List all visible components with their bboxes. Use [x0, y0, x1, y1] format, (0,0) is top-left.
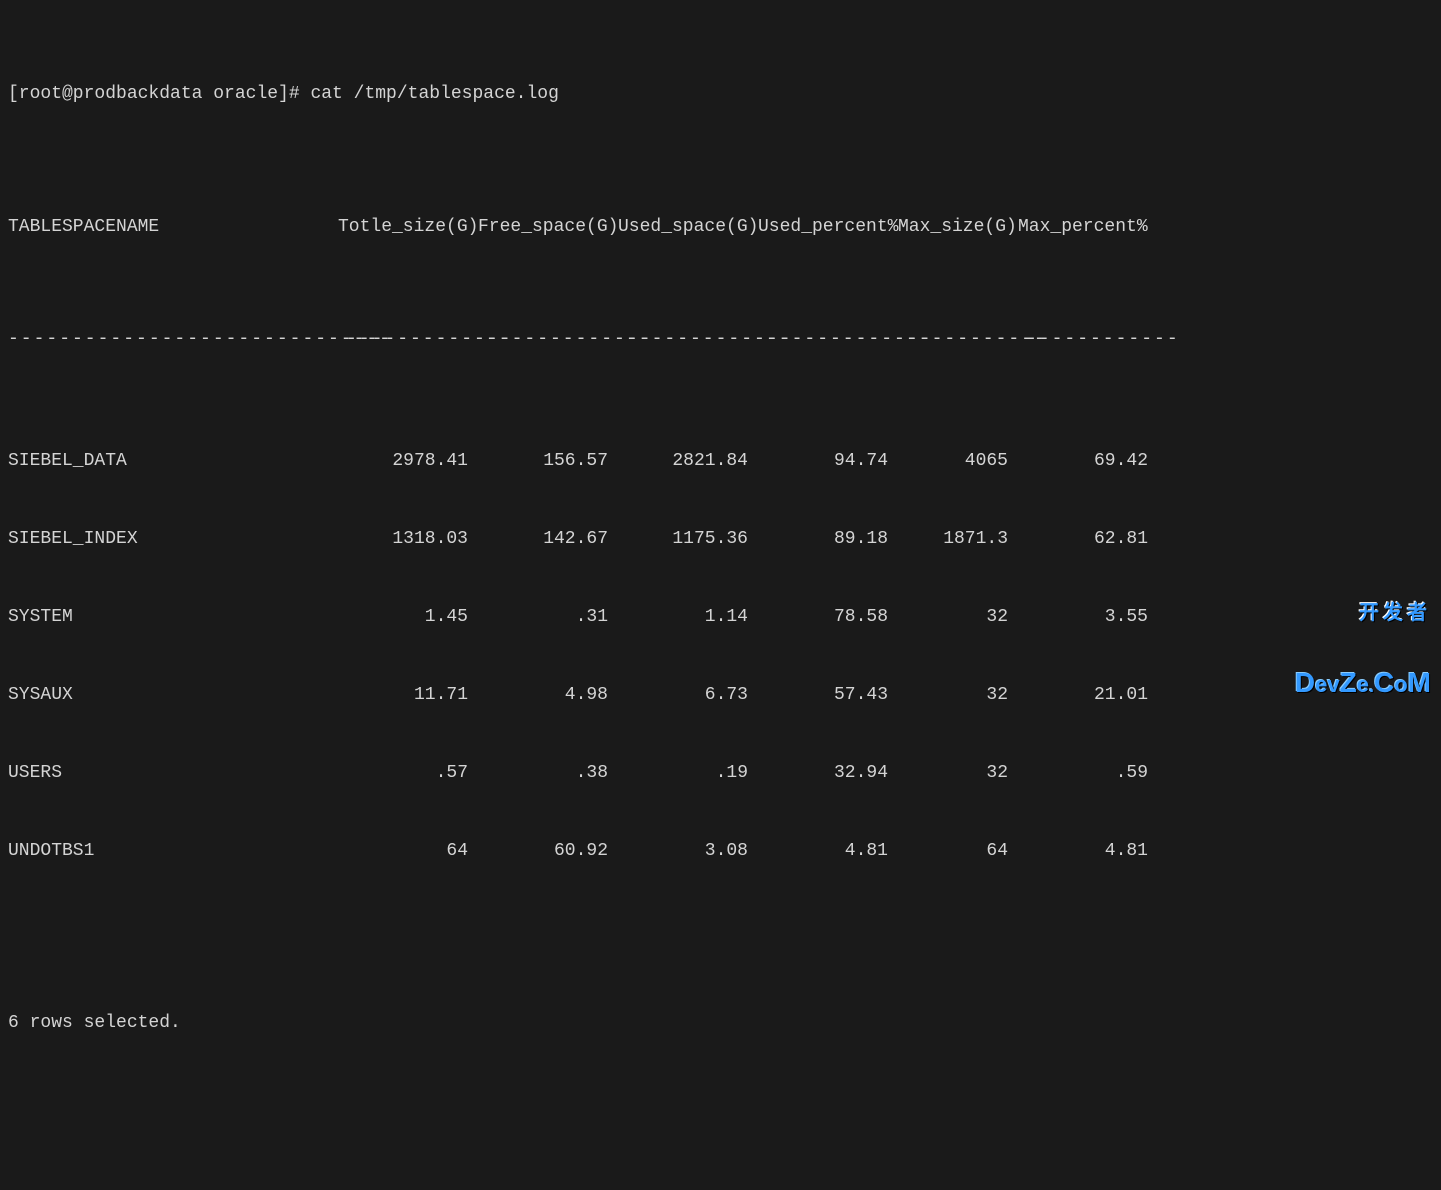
cell-name: SIEBEL_DATA — [8, 452, 338, 470]
cell-free: .38 — [478, 764, 618, 782]
column-header-max: Max_size(G) — [898, 218, 1018, 236]
table-footer: 6 rows selected. — [8, 1014, 1433, 1032]
cell-usedpct: 4.81 — [758, 842, 898, 860]
table-header-row: TABLESPACENAME Totle_size(G) Free_space(… — [8, 218, 1433, 236]
table-row: SYSTEM1.45.311.1478.58323.55 — [8, 608, 1433, 626]
cell-totle: 1318.03 — [338, 530, 478, 548]
column-header-name: TABLESPACENAME — [8, 218, 338, 236]
cell-max: 32 — [898, 686, 1018, 704]
cell-name: UNDOTBS1 — [8, 842, 338, 860]
column-header-free: Free_space(G) — [478, 218, 618, 236]
cell-max: 32 — [898, 608, 1018, 626]
cell-usedpct: 32.94 — [758, 764, 898, 782]
separator: ----------- — [898, 330, 1018, 348]
table-row: UNDOTBS16460.923.084.81644.81 — [8, 842, 1433, 860]
cell-used: 2821.84 — [618, 452, 758, 470]
table-separator-row: ------------------------------ ---------… — [8, 330, 1433, 348]
cell-maxpct: 4.81 — [1018, 842, 1158, 860]
terminal-prompt: [root@prodbackdata oracle]# cat /tmp/tab… — [8, 84, 1433, 104]
table-row: USERS.57.38.1932.9432.59 — [8, 764, 1433, 782]
cell-used: 1175.36 — [618, 530, 758, 548]
column-header-maxpct: Max_percent% — [1018, 218, 1158, 236]
separator: ------------------------------ — [8, 330, 338, 348]
table-row: SIEBEL_DATA2978.41156.572821.8494.744065… — [8, 452, 1433, 470]
cell-free: .31 — [478, 608, 618, 626]
cell-max: 64 — [898, 842, 1018, 860]
cell-totle: .57 — [338, 764, 478, 782]
cell-totle: 1.45 — [338, 608, 478, 626]
cell-free: 142.67 — [478, 530, 618, 548]
cell-free: 156.57 — [478, 452, 618, 470]
separator: ------------- — [618, 330, 758, 348]
separator: ------------- — [758, 330, 898, 348]
cell-maxpct: 3.55 — [1018, 608, 1158, 626]
tablespace-table: TABLESPACENAME Totle_size(G) Free_space(… — [8, 152, 1433, 1050]
column-header-used: Used_space(G) — [618, 218, 758, 236]
cell-maxpct: 62.81 — [1018, 530, 1158, 548]
column-header-usedpct: Used_percent% — [758, 218, 898, 236]
cell-used: 3.08 — [618, 842, 758, 860]
cell-usedpct: 94.74 — [758, 452, 898, 470]
cell-free: 60.92 — [478, 842, 618, 860]
cell-max: 1871.3 — [898, 530, 1018, 548]
cell-name: USERS — [8, 764, 338, 782]
cell-used: .19 — [618, 764, 758, 782]
cell-used: 1.14 — [618, 608, 758, 626]
watermark-line1: 开发者 — [1295, 596, 1431, 625]
cell-usedpct: 78.58 — [758, 608, 898, 626]
cell-totle: 11.71 — [338, 686, 478, 704]
watermark: 开发者 DevZe.CoM — [1295, 554, 1431, 720]
cell-max: 4065 — [898, 452, 1018, 470]
table-row: SYSAUX11.714.986.7357.433221.01 — [8, 686, 1433, 704]
watermark-line2: DevZe.CoM — [1295, 667, 1431, 699]
table-row: SIEBEL_INDEX1318.03142.671175.3689.18187… — [8, 530, 1433, 548]
cell-name: SYSAUX — [8, 686, 338, 704]
cell-usedpct: 57.43 — [758, 686, 898, 704]
cell-maxpct: 69.42 — [1018, 452, 1158, 470]
cell-totle: 64 — [338, 842, 478, 860]
separator: ------------- — [478, 330, 618, 348]
column-header-totle: Totle_size(G) — [338, 218, 478, 236]
cell-name: SIEBEL_INDEX — [8, 530, 338, 548]
separator: ------------ — [1018, 330, 1158, 348]
cell-name: SYSTEM — [8, 608, 338, 626]
cell-totle: 2978.41 — [338, 452, 478, 470]
cell-maxpct: 21.01 — [1018, 686, 1158, 704]
cell-maxpct: .59 — [1018, 764, 1158, 782]
cell-used: 6.73 — [618, 686, 758, 704]
cell-free: 4.98 — [478, 686, 618, 704]
separator: ------------- — [338, 330, 478, 348]
cell-max: 32 — [898, 764, 1018, 782]
cell-usedpct: 89.18 — [758, 530, 898, 548]
